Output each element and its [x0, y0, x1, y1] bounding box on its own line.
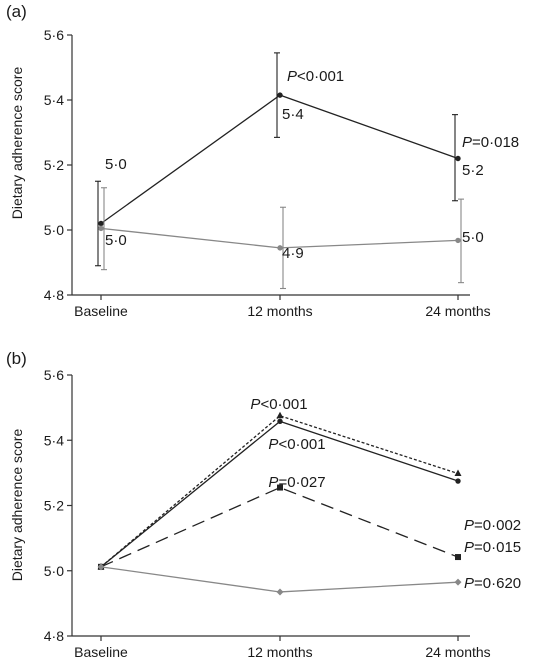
panel-b-pvalue-s2-12m: P<0·001	[268, 436, 325, 453]
panel-a-x-ticks: Baseline 12 months 24 months	[74, 295, 491, 319]
panel-a-label: (a)	[6, 2, 27, 21]
series-line	[100, 566, 459, 593]
y-tick-label: 4·8	[44, 287, 64, 303]
panel-a-y-ticks: 4·8 5·0 5·2 5·4 5·6	[44, 27, 72, 303]
panel-a-pvalue-24m: P=0·018	[462, 134, 519, 151]
panel-a-label-s1-12m: 5·4	[282, 106, 304, 123]
y-tick-label: 5·0	[44, 563, 64, 579]
y-tick-label: 5·4	[44, 92, 64, 108]
panel-b-label: (b)	[6, 349, 27, 368]
panel-b-ylabel: Dietary adherence score	[9, 429, 25, 582]
y-tick-label: 5·0	[44, 222, 64, 238]
panel-a-label-s1-baseline: 5·0	[105, 156, 127, 173]
panel-b-pvalue-s3-24m: P=0·620	[464, 575, 521, 592]
y-tick-label: 4·8	[44, 628, 64, 644]
x-tick-label: 12 months	[247, 644, 312, 660]
series-line	[100, 94, 459, 225]
series-3	[98, 484, 461, 570]
data-point	[454, 578, 462, 586]
series-4	[97, 563, 462, 596]
series-line	[100, 486, 459, 568]
data-point	[454, 469, 462, 477]
panel-a-label-s2-12m: 4·9	[282, 245, 304, 262]
data-point	[277, 484, 283, 491]
panel-b: (b) Dietary adherence score 4·8 5·0 5·2 5·4…	[6, 349, 521, 660]
data-point	[276, 588, 284, 596]
panel-a-label-s2-baseline: 5·0	[105, 232, 127, 249]
series-line	[100, 227, 459, 249]
data-point	[455, 478, 461, 484]
panel-b-pvalue-s3-12m: P=0·027	[268, 474, 325, 491]
data-point	[455, 237, 461, 244]
x-tick-label: Baseline	[74, 644, 128, 660]
y-tick-label: 5·4	[44, 432, 64, 448]
panel-a-label-s2-24m: 5·0	[462, 229, 484, 246]
data-point	[277, 418, 283, 425]
y-tick-label: 5·2	[44, 498, 64, 514]
panel-b-pvalue-s1-24m: P=0·002	[464, 517, 521, 534]
data-point	[97, 563, 105, 571]
panel-a-pvalue-12m: P<0·001	[287, 68, 344, 85]
data-point	[277, 245, 283, 251]
x-tick-label: 24 months	[425, 303, 490, 319]
y-tick-label: 5·6	[44, 367, 64, 383]
panel-a: (a) Dietary adherence score 4·8 5·0 5·2 5·4…	[6, 2, 519, 319]
panel-b-x-ticks: Baseline 12 months 24 months	[74, 636, 491, 660]
panel-b-y-ticks: 4·8 5·0 5·2 5·4 5·6	[44, 367, 72, 644]
data-point	[277, 92, 283, 98]
series-1	[95, 52, 461, 267]
x-tick-label: Baseline	[74, 303, 128, 319]
data-point	[98, 220, 104, 227]
panel-a-label-s1-24m: 5·2	[462, 162, 484, 179]
panel-a-ylabel: Dietary adherence score	[9, 67, 25, 220]
panel-a-plot	[95, 52, 464, 290]
x-tick-label: 24 months	[425, 644, 490, 660]
y-tick-label: 5·2	[44, 157, 64, 173]
series-2	[98, 187, 464, 290]
panel-b-pvalue-s2-24m: P=0·015	[464, 539, 521, 556]
data-point	[98, 225, 104, 232]
data-point	[455, 554, 461, 561]
panel-b-plot	[97, 411, 462, 596]
x-tick-label: 12 months	[247, 303, 312, 319]
y-tick-label: 5·6	[44, 27, 64, 43]
data-point	[276, 411, 284, 419]
data-point	[455, 155, 461, 162]
panel-b-pvalue-s1-12m: P<0·001	[250, 396, 307, 413]
